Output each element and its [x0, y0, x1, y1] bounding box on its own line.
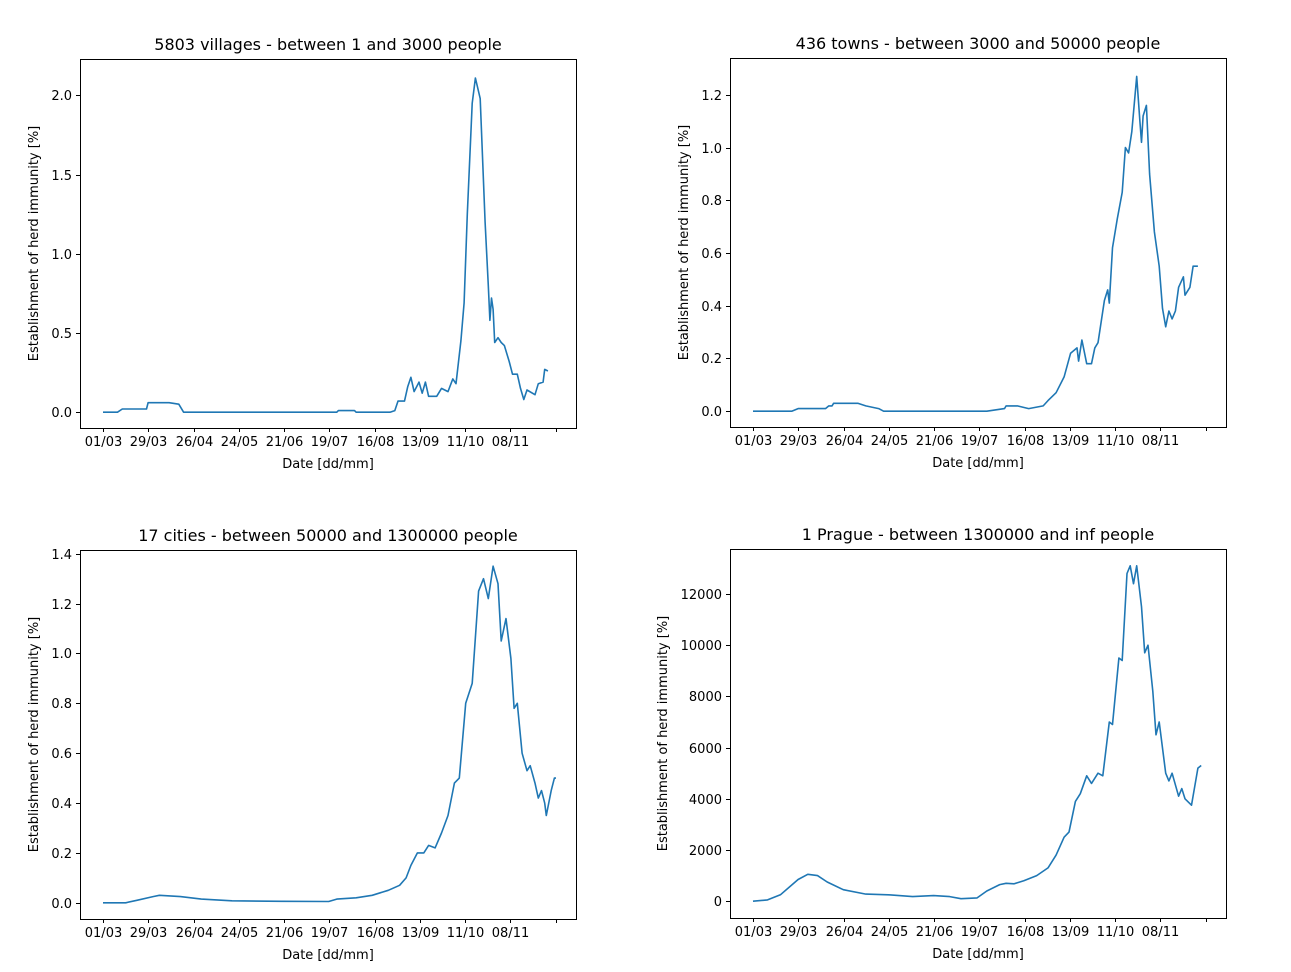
- x-tick-label: 16/08: [1007, 925, 1044, 940]
- x-tick-label: 13/09: [402, 926, 439, 941]
- x-tick-label: 21/06: [266, 926, 303, 941]
- series-line: [752, 565, 1202, 902]
- x-tick-label: 08/11: [492, 435, 529, 450]
- subplot-4: 1 Prague - between 1300000 and inf peopl…: [656, 525, 1227, 962]
- y-tick-label: 0.8: [51, 697, 72, 712]
- y-tick-label: 10000: [681, 639, 722, 654]
- y-tick-label: 12000: [681, 588, 722, 603]
- x-tick-label: 29/03: [780, 434, 817, 449]
- x-tick-label: 13/09: [402, 435, 439, 450]
- y-axis-label: Establishment of herd immunity [%]: [27, 126, 42, 362]
- y-tick-label: 1.0: [51, 647, 72, 662]
- x-tick-label: 19/07: [961, 434, 998, 449]
- y-axis-label: Establishment of herd immunity [%]: [27, 617, 42, 853]
- x-tick-label: 01/03: [735, 434, 772, 449]
- x-tick-label: 08/11: [1142, 434, 1179, 449]
- x-tick-label: 26/04: [176, 926, 213, 941]
- axes-frame: [80, 59, 577, 429]
- subplot-2: 436 towns - between 3000 and 50000 peopl…: [677, 34, 1227, 471]
- x-tick-label: 21/06: [916, 925, 953, 940]
- x-axis-label: Date [dd/mm]: [932, 947, 1024, 962]
- x-axis-label: Date [dd/mm]: [932, 456, 1024, 471]
- x-tick-label: 26/04: [826, 434, 863, 449]
- x-tick-label: 08/11: [492, 926, 529, 941]
- chart-title: 17 cities - between 50000 and 1300000 pe…: [138, 526, 518, 545]
- chart-title: 5803 villages - between 1 and 3000 peopl…: [154, 35, 501, 54]
- x-axis-label: Date [dd/mm]: [282, 948, 374, 963]
- y-tick-label: 0.0: [51, 406, 72, 421]
- y-axis-label: Establishment of herd immunity [%]: [677, 125, 692, 361]
- y-tick-label: 2.0: [51, 89, 72, 104]
- x-tick-label: 13/09: [1052, 434, 1089, 449]
- y-tick-label: 0.8: [701, 194, 722, 209]
- x-tick-label: 24/05: [871, 434, 908, 449]
- axes-frame: [80, 550, 577, 920]
- x-tick-label: 29/03: [780, 925, 817, 940]
- x-tick-label: 16/08: [357, 435, 394, 450]
- x-tick-label: 19/07: [311, 926, 348, 941]
- x-tick-label: 24/05: [871, 925, 908, 940]
- series-line: [103, 77, 549, 413]
- x-tick-label: 13/09: [1052, 925, 1089, 940]
- x-tick-label: 08/11: [1142, 925, 1179, 940]
- x-tick-label: 16/08: [1007, 434, 1044, 449]
- x-tick-label: 26/04: [176, 435, 213, 450]
- y-tick-label: 0.6: [701, 247, 722, 262]
- y-tick-label: 0.5: [51, 327, 72, 342]
- x-tick-label: 11/10: [447, 926, 484, 941]
- x-tick-label: 11/10: [1097, 925, 1134, 940]
- y-tick-label: 1.2: [51, 598, 72, 613]
- y-tick-label: 1.0: [701, 142, 722, 157]
- x-tick-label: 29/03: [130, 435, 167, 450]
- series-line: [753, 75, 1198, 412]
- y-tick-label: 0.0: [701, 405, 722, 420]
- y-tick-label: 2000: [689, 844, 722, 859]
- x-tick-label: 24/05: [221, 435, 258, 450]
- y-tick-label: 0.4: [51, 797, 72, 812]
- chart-title: 436 towns - between 3000 and 50000 peopl…: [796, 34, 1161, 53]
- x-tick-label: 11/10: [447, 435, 484, 450]
- y-tick-label: 1.4: [51, 548, 72, 563]
- x-tick-label: 29/03: [130, 926, 167, 941]
- y-tick-label: 4000: [689, 793, 722, 808]
- y-tick-label: 0.0: [51, 897, 72, 912]
- y-tick-label: 1.0: [51, 248, 72, 263]
- y-tick-label: 0.6: [51, 747, 72, 762]
- y-tick-label: 0.2: [701, 352, 722, 367]
- subplot-3: 17 cities - between 50000 and 1300000 pe…: [27, 526, 577, 963]
- y-tick-label: 0.2: [51, 847, 72, 862]
- x-tick-label: 01/03: [85, 435, 122, 450]
- x-tick-label: 01/03: [85, 926, 122, 941]
- y-tick-label: 0.4: [701, 300, 722, 315]
- x-tick-label: 19/07: [311, 435, 348, 450]
- x-tick-label: 16/08: [357, 926, 394, 941]
- y-tick-label: 1.5: [51, 169, 72, 184]
- x-tick-label: 21/06: [266, 435, 303, 450]
- x-axis-label: Date [dd/mm]: [282, 457, 374, 472]
- axes-frame: [730, 58, 1227, 428]
- x-tick-label: 24/05: [221, 926, 258, 941]
- x-tick-label: 19/07: [961, 925, 998, 940]
- axes-frame: [730, 549, 1227, 919]
- subplot-1: 5803 villages - between 1 and 3000 peopl…: [27, 35, 577, 472]
- x-tick-label: 01/03: [735, 925, 772, 940]
- y-tick-label: 0: [714, 895, 722, 910]
- y-tick-label: 6000: [689, 742, 722, 757]
- series-line: [103, 565, 556, 904]
- x-tick-label: 21/06: [916, 434, 953, 449]
- x-tick-label: 26/04: [826, 925, 863, 940]
- y-tick-label: 1.2: [701, 89, 722, 104]
- chart-title: 1 Prague - between 1300000 and inf peopl…: [802, 525, 1154, 544]
- x-tick-label: 11/10: [1097, 434, 1134, 449]
- y-tick-label: 8000: [689, 690, 722, 705]
- y-axis-label: Establishment of herd immunity [%]: [656, 616, 671, 852]
